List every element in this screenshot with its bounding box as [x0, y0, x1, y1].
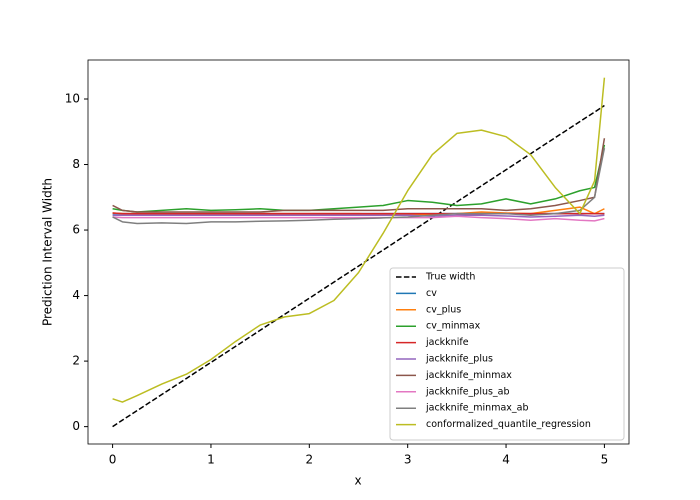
x-tick-label: 0 — [109, 453, 117, 467]
legend-frame — [389, 267, 625, 441]
legend-label: jackknife_plus — [425, 354, 493, 365]
x-tick-label: 4 — [502, 453, 510, 467]
series-line — [112, 214, 605, 218]
legend-label: conformalized_quantile_regression — [426, 419, 591, 430]
x-tick-label: 1 — [207, 453, 215, 467]
series-line — [112, 138, 606, 213]
series-line — [112, 147, 606, 225]
legend: True width cv cv_plus cv_minmax jackknife jac… — [389, 267, 625, 441]
series-line — [112, 77, 606, 403]
y-axis-label: Prediction Interval Width — [41, 178, 55, 326]
y-tick-label: 8 — [72, 157, 80, 171]
legend-label: cv — [426, 288, 437, 299]
y-tick-label: 6 — [72, 223, 80, 237]
legend-label: jackknife_plus_ab — [425, 386, 510, 397]
legend-label: jackknife — [425, 337, 469, 348]
y-tick-label: 10 — [65, 91, 80, 105]
y-tick-label: 0 — [72, 419, 80, 433]
legend-label: cv_minmax — [426, 321, 481, 332]
y-tick-label: 4 — [72, 288, 80, 302]
legend-label: jackknife_minmax_ab — [425, 403, 529, 414]
series-line — [112, 212, 605, 215]
x-axis-label: x — [354, 474, 361, 488]
x-tick-label: 2 — [305, 453, 313, 467]
axes-frame — [87, 59, 630, 445]
legend-label: True width — [425, 272, 475, 283]
series-line — [112, 144, 606, 213]
x-tick-label: 3 — [404, 453, 412, 467]
legend-label: cv_plus — [426, 304, 461, 315]
series-line — [112, 215, 605, 222]
series-line — [112, 104, 605, 428]
x-tick-label: 5 — [601, 453, 609, 467]
legend-label: jackknife_minmax — [425, 370, 512, 381]
y-tick-label: 2 — [72, 354, 80, 368]
